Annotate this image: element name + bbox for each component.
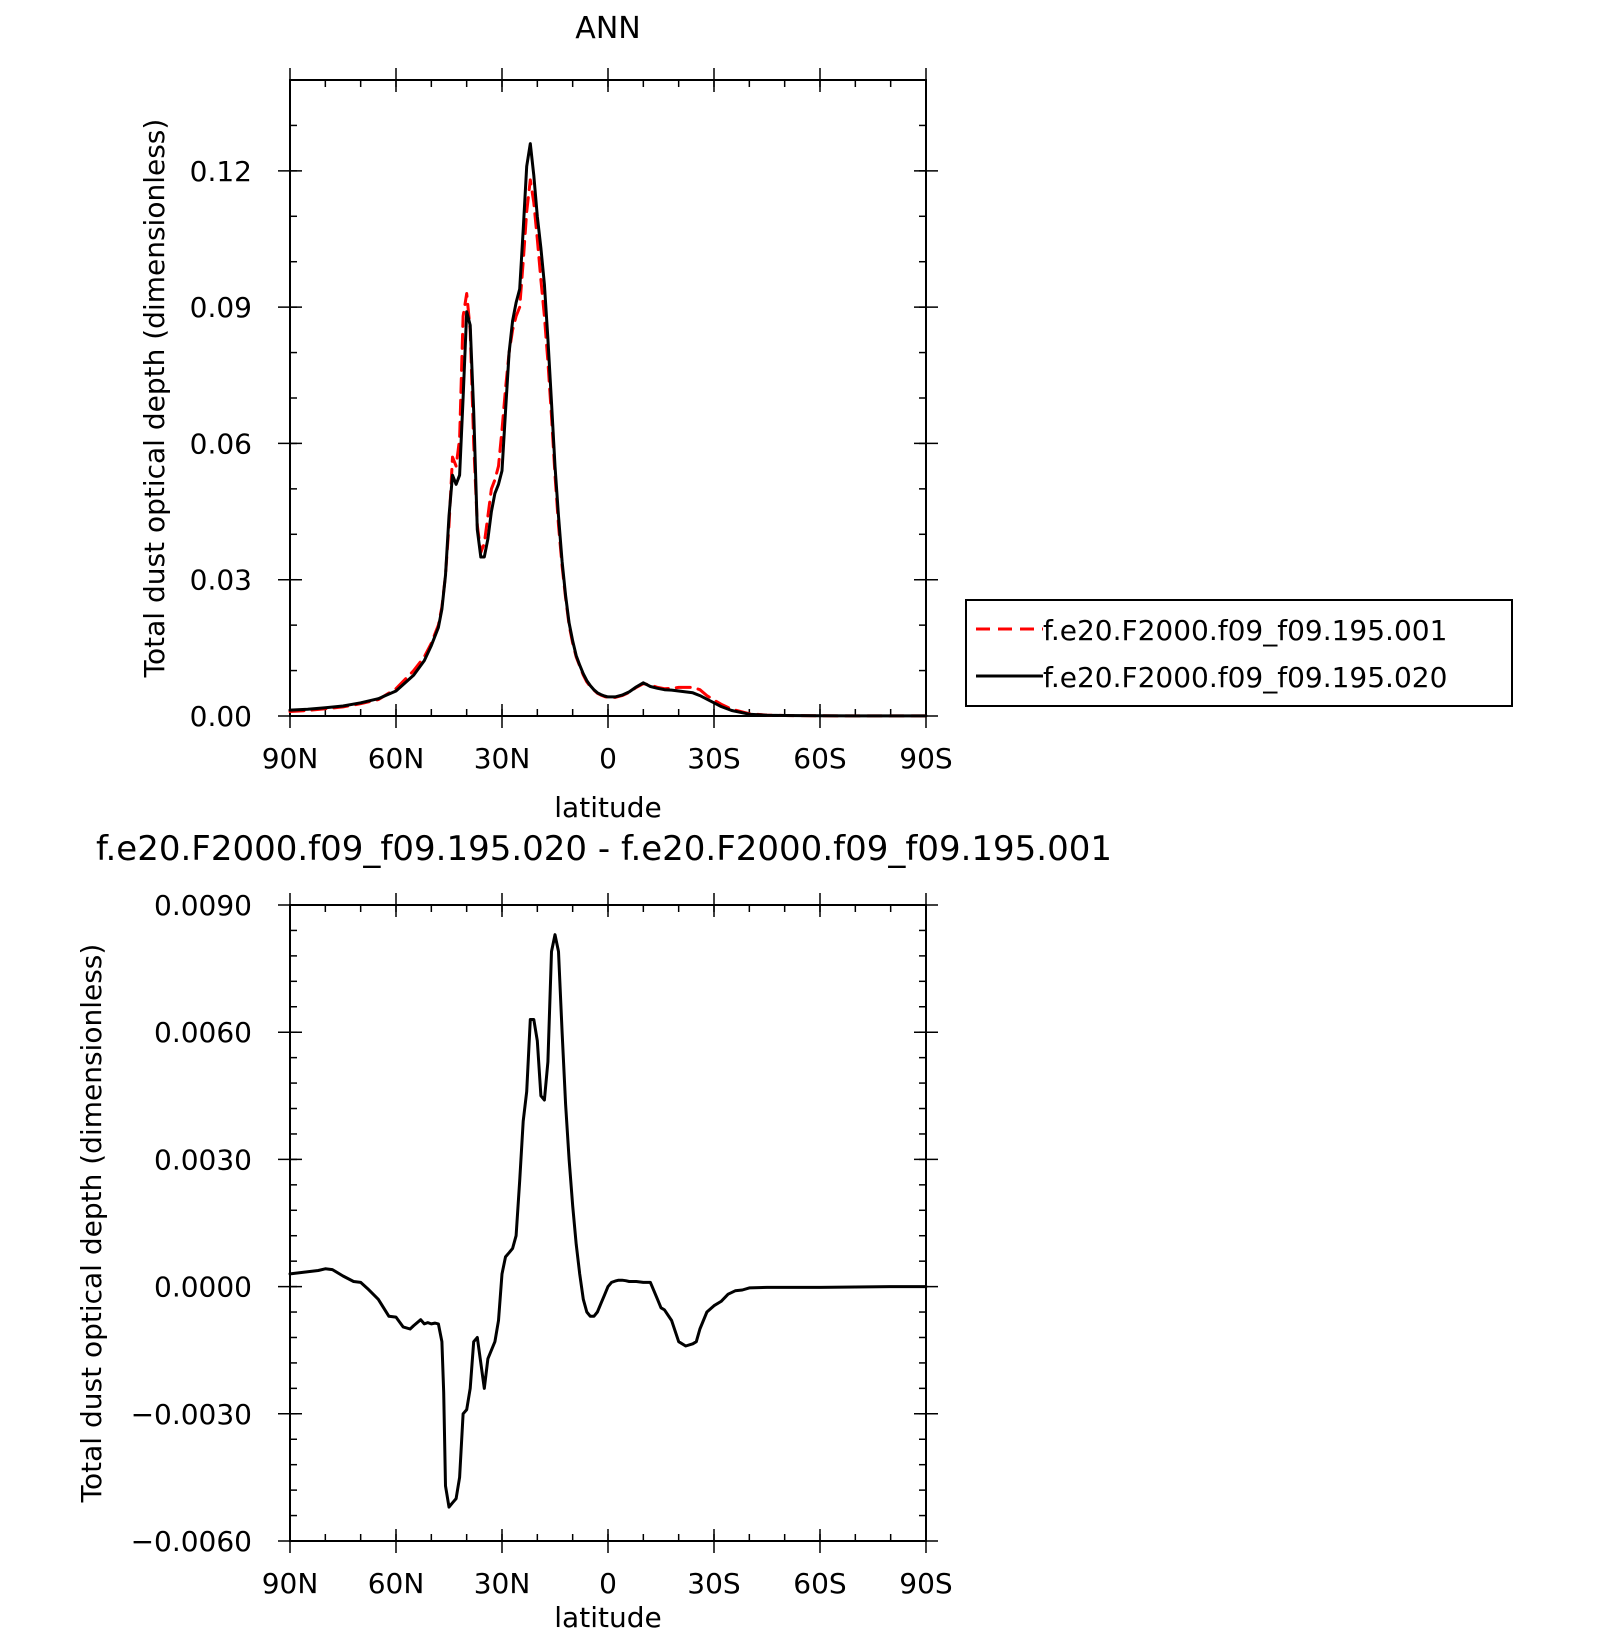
top-series-line-2 [288,142,928,718]
top-y-tick-label: 0.00 [190,700,252,733]
bottom-series-group [288,933,928,1509]
top-y-tick-label: 0.03 [190,564,252,597]
legend-box [965,599,1513,707]
bottom-y-tick-label: −0.0060 [131,1525,252,1558]
top-y-axis-label: Total dust optical depth (dimensionless) [138,119,171,679]
legend-label-series-2: f.e20.F2000.f09_f09.195.020 [1043,661,1447,694]
legend: f.e20.F2000.f09_f09.195.001 f.e20.F2000.… [965,599,1513,707]
top-plot-frame [289,79,927,717]
top-y-tick-label: 0.09 [190,291,252,324]
top-y-tick-label: 0.06 [190,427,252,460]
top-x-tick-label: 30N [474,742,531,775]
bottom-y-tick-label: 0.0090 [154,889,252,922]
bottom-x-tick-label: 90N [262,1567,319,1600]
top-x-tick-label: 60S [793,742,846,775]
top-x-tick-label: 30S [687,742,740,775]
bottom-x-ticks: 90N 60N 30N 0 30S 60S 90S [262,893,953,1600]
bottom-y-tick-label: 0.0000 [154,1271,252,1304]
top-y-tick-label: 0.12 [190,155,252,188]
bottom-x-axis-label: latitude [554,1601,661,1634]
top-x-ticks: 90N 60N 30N 0 30S 60S 90S [262,68,953,775]
bottom-y-tick-label: 0.0060 [154,1016,252,1049]
top-x-tick-label: 0 [599,742,617,775]
bottom-panel: f.e20.F2000.f09_f09.195.020 - f.e20.F200… [75,829,1112,1634]
top-x-tick-label: 90N [262,742,319,775]
top-y-ticks: 0.00 0.03 0.06 0.09 0.12 [190,79,938,733]
bottom-y-tick-label: 0.0030 [154,1143,252,1176]
bottom-x-tick-label: 60S [793,1567,846,1600]
bottom-title: f.e20.F2000.f09_f09.195.020 - f.e20.F200… [96,829,1112,869]
bottom-x-tick-label: 60N [368,1567,425,1600]
bottom-series-line-1 [288,933,928,1509]
top-x-axis-label: latitude [554,791,661,824]
bottom-y-axis-label: Total dust optical depth (dimensionless) [75,944,108,1504]
legend-label-series-1: f.e20.F2000.f09_f09.195.001 [1043,614,1447,647]
bottom-x-tick-label: 0 [599,1567,617,1600]
top-x-tick-label: 90S [899,742,952,775]
bottom-y-tick-label: −0.0030 [131,1398,252,1431]
bottom-y-ticks: −0.0060 −0.0030 0.0000 0.0030 0.0060 0.0090 [131,889,938,1558]
top-series-group [288,142,928,718]
top-panel: ANN 0.00 0.03 0.06 0.09 0.12 90N 60N 30N 0 30S 60… [138,11,1513,824]
bottom-x-tick-label: 30S [687,1567,740,1600]
bottom-x-tick-label: 90S [899,1567,952,1600]
bottom-plot-frame [289,904,927,1542]
top-title: ANN [575,11,640,46]
top-x-tick-label: 60N [368,742,425,775]
bottom-x-tick-label: 30N [474,1567,531,1600]
top-series-line-1 [288,178,928,718]
